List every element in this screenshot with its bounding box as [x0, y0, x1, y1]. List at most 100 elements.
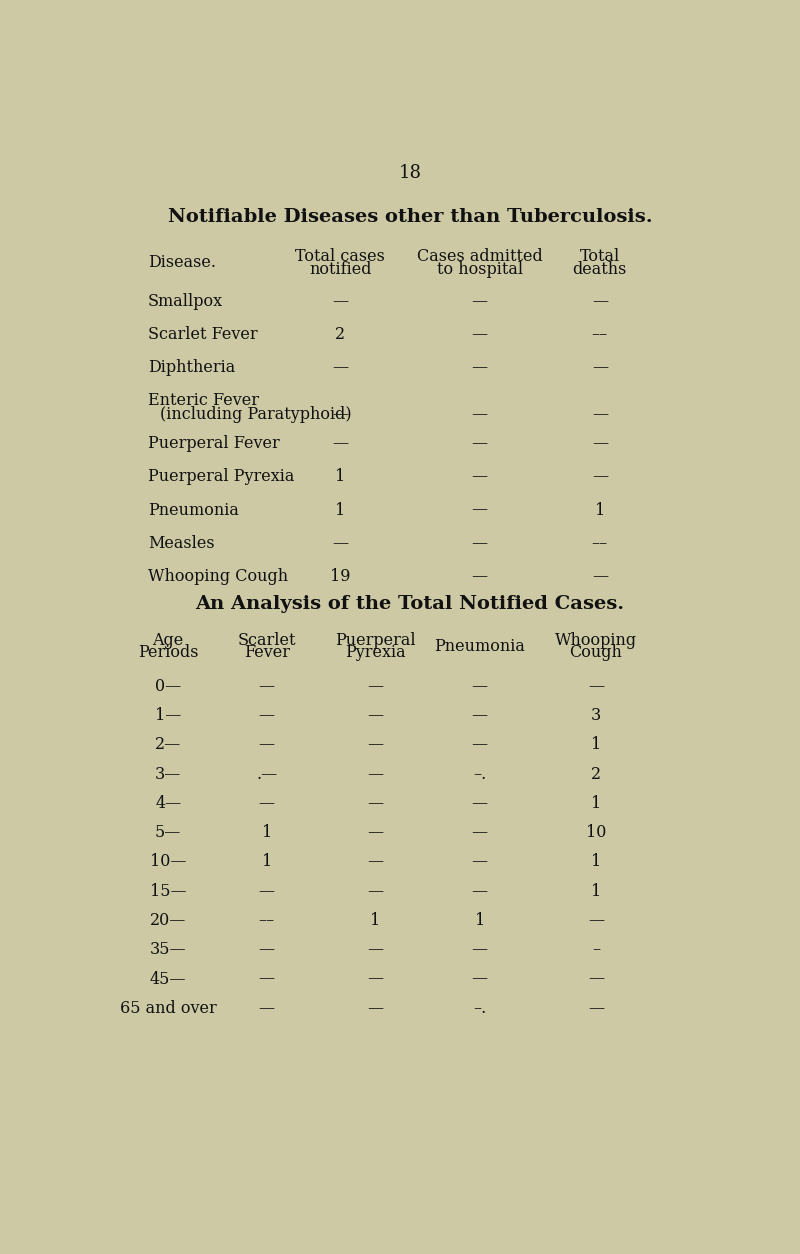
Text: —: — [258, 795, 274, 811]
Text: —: — [472, 502, 488, 519]
Text: Pneumonia: Pneumonia [434, 638, 525, 655]
Text: 1: 1 [594, 502, 605, 519]
Text: (including Paratyphoid): (including Paratyphoid) [160, 406, 351, 423]
Text: —: — [367, 999, 383, 1017]
Text: —: — [472, 359, 488, 376]
Text: —: — [367, 736, 383, 754]
Text: 1: 1 [591, 736, 601, 754]
Text: —: — [332, 293, 348, 310]
Text: ––: –– [592, 534, 608, 552]
Text: Puerperal Pyrexia: Puerperal Pyrexia [148, 469, 294, 485]
Text: —: — [472, 824, 488, 841]
Text: Age: Age [153, 632, 184, 648]
Text: —: — [472, 942, 488, 958]
Text: 19: 19 [330, 568, 350, 584]
Text: Cases admitted: Cases admitted [417, 248, 542, 266]
Text: 15—: 15— [150, 883, 186, 899]
Text: 1: 1 [262, 854, 272, 870]
Text: Periods: Periods [138, 645, 198, 661]
Text: —: — [472, 678, 488, 695]
Text: 65 and over: 65 and over [120, 999, 217, 1017]
Text: Pyrexia: Pyrexia [345, 645, 406, 661]
Text: An Analysis of the Total Notified Cases.: An Analysis of the Total Notified Cases. [195, 594, 625, 613]
Text: 1—: 1— [155, 707, 182, 724]
Text: 1: 1 [335, 502, 346, 519]
Text: —: — [367, 942, 383, 958]
Text: –.: –. [473, 766, 486, 782]
Text: —: — [472, 883, 488, 899]
Text: —: — [592, 469, 608, 485]
Text: —: — [258, 678, 274, 695]
Text: —: — [258, 971, 274, 987]
Text: ––: –– [258, 912, 274, 929]
Text: 4—: 4— [155, 795, 182, 811]
Text: 10: 10 [586, 824, 606, 841]
Text: —: — [472, 707, 488, 724]
Text: —: — [472, 469, 488, 485]
Text: Puerperal: Puerperal [335, 632, 415, 648]
Text: —: — [472, 568, 488, 584]
Text: Disease.: Disease. [148, 255, 216, 271]
Text: –: – [592, 942, 600, 958]
Text: Cough: Cough [570, 645, 622, 661]
Text: Enteric Fever: Enteric Fever [148, 393, 259, 409]
Text: Pneumonia: Pneumonia [148, 502, 239, 519]
Text: 1: 1 [591, 795, 601, 811]
Text: —: — [592, 406, 608, 423]
Text: —: — [592, 435, 608, 453]
Text: —: — [592, 359, 608, 376]
Text: 1: 1 [591, 883, 601, 899]
Text: —: — [472, 971, 488, 987]
Text: —: — [472, 406, 488, 423]
Text: notified: notified [309, 261, 371, 277]
Text: —: — [367, 795, 383, 811]
Text: ––: –– [592, 326, 608, 344]
Text: —: — [472, 795, 488, 811]
Text: 20—: 20— [150, 912, 186, 929]
Text: —: — [472, 293, 488, 310]
Text: .—: .— [256, 766, 278, 782]
Text: —: — [367, 707, 383, 724]
Text: —: — [367, 971, 383, 987]
Text: —: — [588, 999, 604, 1017]
Text: 3: 3 [591, 707, 601, 724]
Text: —: — [367, 766, 383, 782]
Text: Whooping: Whooping [555, 632, 637, 648]
Text: —: — [592, 568, 608, 584]
Text: Scarlet Fever: Scarlet Fever [148, 326, 258, 344]
Text: —: — [258, 736, 274, 754]
Text: –.: –. [473, 999, 486, 1017]
Text: 1: 1 [335, 469, 346, 485]
Text: —: — [367, 824, 383, 841]
Text: —: — [258, 883, 274, 899]
Text: Total cases: Total cases [295, 248, 385, 266]
Text: Diphtheria: Diphtheria [148, 359, 235, 376]
Text: to hospital: to hospital [437, 261, 523, 277]
Text: —: — [472, 534, 488, 552]
Text: Whooping Cough: Whooping Cough [148, 568, 288, 584]
Text: —: — [332, 435, 348, 453]
Text: 1: 1 [591, 854, 601, 870]
Text: Notifiable Diseases other than Tuberculosis.: Notifiable Diseases other than Tuberculo… [168, 208, 652, 226]
Text: 2: 2 [591, 766, 601, 782]
Text: —: — [588, 678, 604, 695]
Text: 1: 1 [474, 912, 485, 929]
Text: —: — [258, 999, 274, 1017]
Text: —: — [592, 293, 608, 310]
Text: 3—: 3— [155, 766, 182, 782]
Text: Puerperal Fever: Puerperal Fever [148, 435, 280, 453]
Text: Scarlet: Scarlet [238, 632, 296, 648]
Text: Smallpox: Smallpox [148, 293, 223, 310]
Text: 5—: 5— [155, 824, 182, 841]
Text: 1: 1 [370, 912, 380, 929]
Text: —: — [588, 912, 604, 929]
Text: —: — [367, 883, 383, 899]
Text: Measles: Measles [148, 534, 214, 552]
Text: 45—: 45— [150, 971, 186, 987]
Text: —: — [367, 678, 383, 695]
Text: 2—: 2— [155, 736, 182, 754]
Text: —: — [367, 854, 383, 870]
Text: —: — [332, 534, 348, 552]
Text: 10—: 10— [150, 854, 186, 870]
Text: —: — [332, 406, 348, 423]
